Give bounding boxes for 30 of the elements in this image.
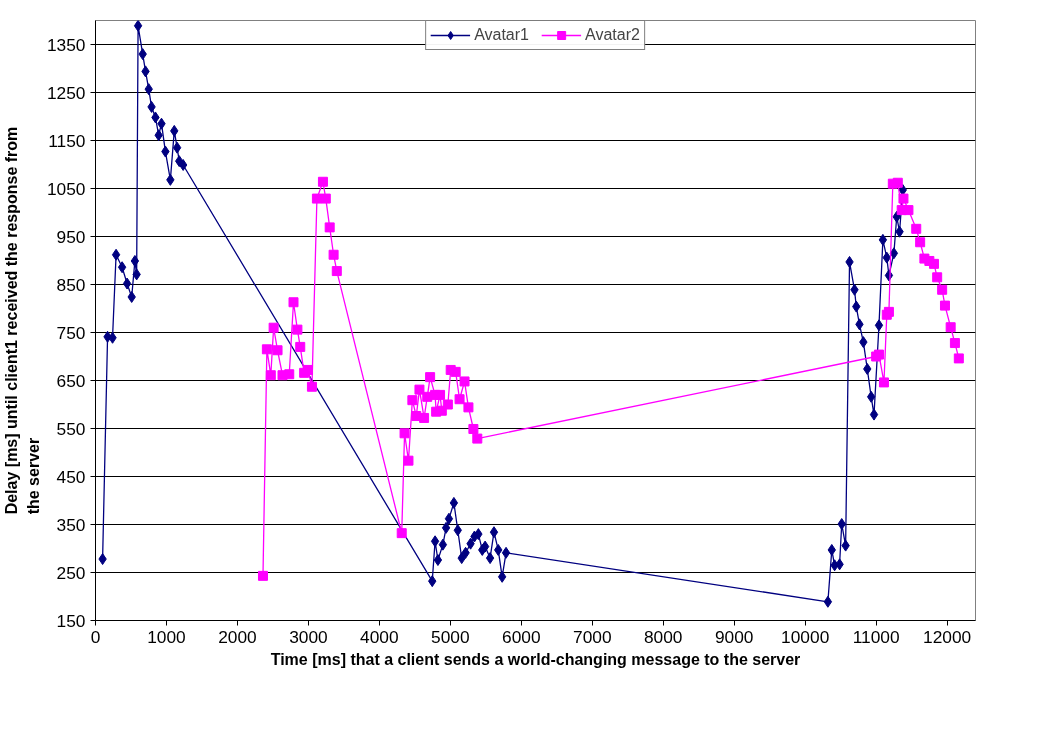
x-tick-label: 2000 bbox=[218, 626, 257, 647]
y-tick-label: 950 bbox=[56, 226, 86, 247]
x-tick-label: 10000 bbox=[781, 626, 830, 647]
x-tick-label: 9000 bbox=[714, 626, 754, 647]
x-tick-label: 4000 bbox=[360, 626, 399, 647]
x-axis-title: Time [ms] that a client sends a world-changing message to the server bbox=[270, 650, 801, 668]
y-tick-label: 150 bbox=[56, 610, 86, 631]
x-tick-label: 5000 bbox=[431, 626, 470, 647]
x-tick-label: 1000 bbox=[147, 626, 186, 647]
x-tick-label: 11000 bbox=[852, 626, 900, 647]
y-tick-label: 1050 bbox=[46, 178, 86, 199]
y-tick-label: 650 bbox=[56, 370, 86, 391]
x-tick-label: 6000 bbox=[502, 626, 541, 647]
x-tick-label: 8000 bbox=[643, 626, 683, 647]
y-tick-label: 550 bbox=[56, 418, 86, 439]
x-tick-label: 7000 bbox=[573, 626, 612, 647]
y-tick-label: 1350 bbox=[46, 34, 86, 55]
y-tick-label: 250 bbox=[56, 562, 86, 583]
x-tick-label: 0 bbox=[90, 626, 101, 647]
legend-label: Avatar1 bbox=[474, 26, 529, 44]
y-tick-label: 450 bbox=[56, 466, 86, 487]
y-tick-label: 1250 bbox=[46, 82, 86, 103]
y-tick-label: 850 bbox=[56, 274, 86, 295]
x-tick-label: 3000 bbox=[289, 626, 328, 647]
y-axis-title: Delay [ms] until client1 received the response from the server bbox=[3, 126, 43, 515]
legend-label: Avatar2 bbox=[585, 26, 640, 44]
x-tick-label: 12000 bbox=[923, 626, 972, 647]
y-tick-label: 750 bbox=[56, 322, 86, 343]
y-tick-label: 350 bbox=[56, 514, 86, 535]
y-tick-label: 1150 bbox=[48, 130, 86, 151]
